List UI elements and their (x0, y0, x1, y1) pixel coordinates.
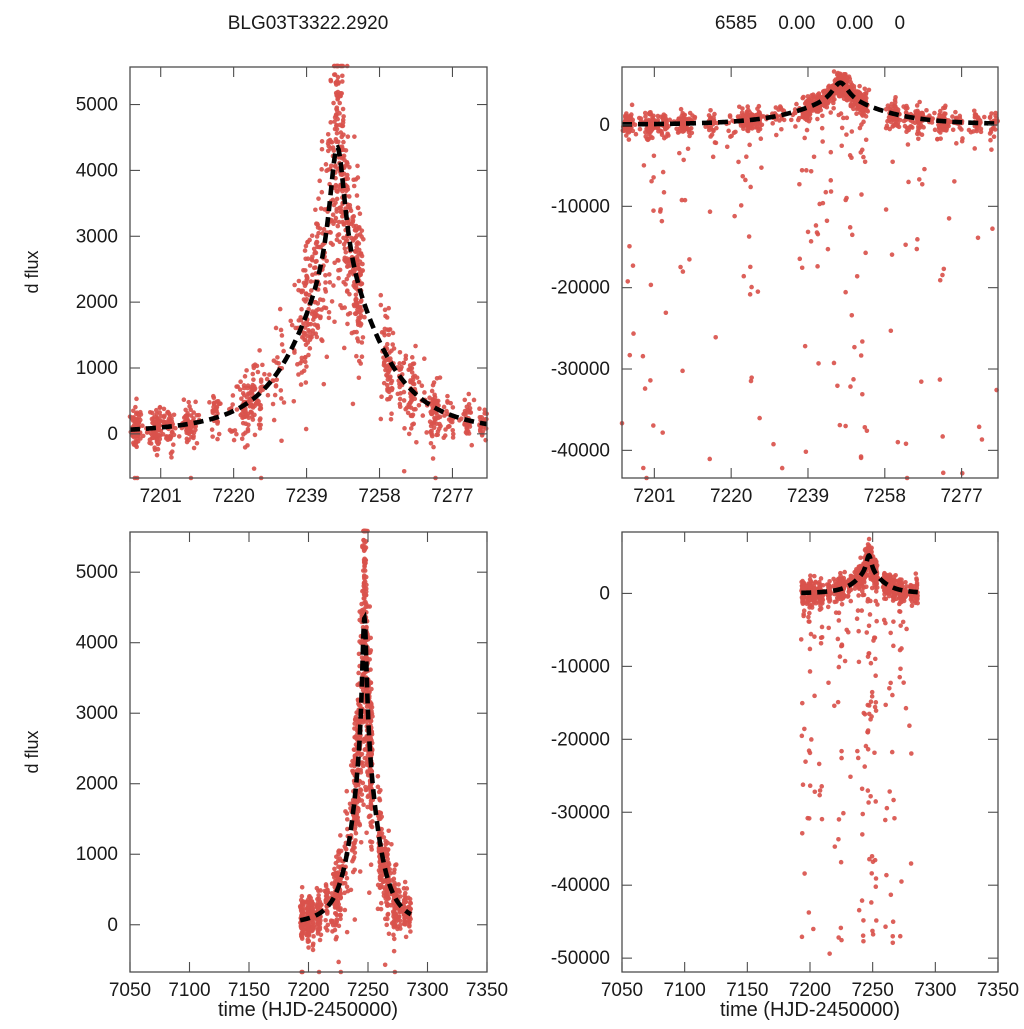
svg-text:7220: 7220 (710, 486, 752, 507)
svg-text:7300: 7300 (406, 980, 448, 1001)
svg-text:7150: 7150 (228, 980, 270, 1001)
svg-text:7239: 7239 (787, 486, 829, 507)
svg-text:7277: 7277 (940, 486, 982, 507)
svg-text:0: 0 (107, 915, 118, 936)
svg-text:7277: 7277 (431, 486, 473, 507)
svg-text:1000: 1000 (76, 844, 118, 865)
svg-text:5000: 5000 (76, 562, 118, 583)
svg-text:7201: 7201 (140, 486, 182, 507)
svg-text:3000: 3000 (76, 226, 118, 247)
svg-text:4000: 4000 (76, 160, 118, 181)
svg-text:7350: 7350 (466, 980, 508, 1001)
svg-text:2000: 2000 (76, 292, 118, 313)
svg-text:-30000: -30000 (551, 359, 610, 380)
svg-text:7201: 7201 (633, 486, 675, 507)
svg-text:0: 0 (599, 115, 610, 136)
svg-text:5000: 5000 (76, 95, 118, 116)
svg-text:7258: 7258 (358, 486, 400, 507)
svg-text:7258: 7258 (864, 486, 906, 507)
svg-text:1000: 1000 (76, 358, 118, 379)
svg-text:-40000: -40000 (551, 440, 610, 461)
svg-text:7050: 7050 (109, 980, 151, 1001)
svg-text:-10000: -10000 (551, 196, 610, 217)
svg-text:3000: 3000 (76, 703, 118, 724)
svg-text:7220: 7220 (213, 486, 255, 507)
svg-text:-20000: -20000 (551, 278, 610, 299)
svg-text:7200: 7200 (287, 980, 329, 1001)
svg-text:7250: 7250 (347, 980, 389, 1001)
svg-text:4000: 4000 (76, 633, 118, 654)
svg-text:7100: 7100 (168, 980, 210, 1001)
svg-text:7239: 7239 (285, 486, 327, 507)
svg-text:2000: 2000 (76, 774, 118, 795)
svg-text:0: 0 (107, 424, 118, 445)
